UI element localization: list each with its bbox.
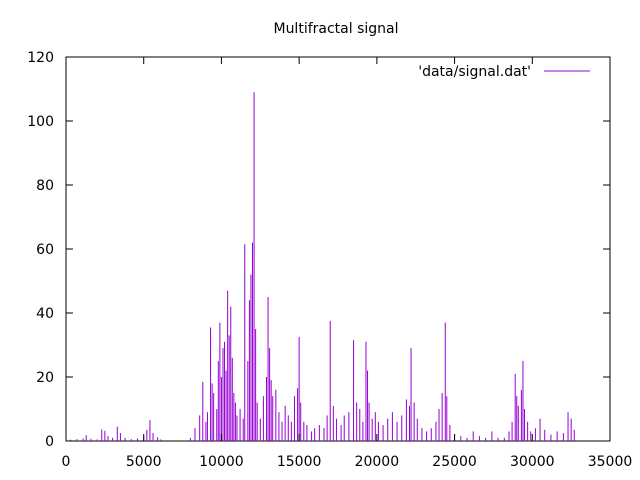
y-tick-label: 20	[36, 370, 54, 386]
x-tick-label: 10000	[199, 454, 244, 470]
y-tick-label: 40	[36, 306, 54, 322]
x-axis: 0 5000 10000 15000 20000 25000 30000 35000	[62, 57, 633, 470]
x-tick-label: 5000	[126, 454, 162, 470]
x-tick-label: 20000	[355, 454, 400, 470]
signal-series	[70, 92, 575, 441]
x-tick-label: 30000	[510, 454, 555, 470]
y-tick-label: 80	[36, 178, 54, 194]
x-tick-label: 35000	[588, 454, 633, 470]
plot-frame	[65, 56, 611, 442]
y-tick-label: 100	[27, 114, 54, 130]
x-tick-label: 25000	[432, 454, 477, 470]
y-tick-label: 60	[36, 242, 54, 258]
chart-title: Multifractal signal	[273, 21, 398, 37]
y-tick-label: 0	[45, 434, 54, 450]
legend-label: 'data/signal.dat'	[418, 64, 531, 80]
y-axis: 0 20 40 60 80 100 120	[27, 50, 610, 450]
y-tick-label: 120	[27, 50, 54, 66]
x-tick-label: 0	[62, 454, 71, 470]
x-tick-label: 15000	[277, 454, 322, 470]
legend: 'data/signal.dat'	[418, 64, 590, 80]
